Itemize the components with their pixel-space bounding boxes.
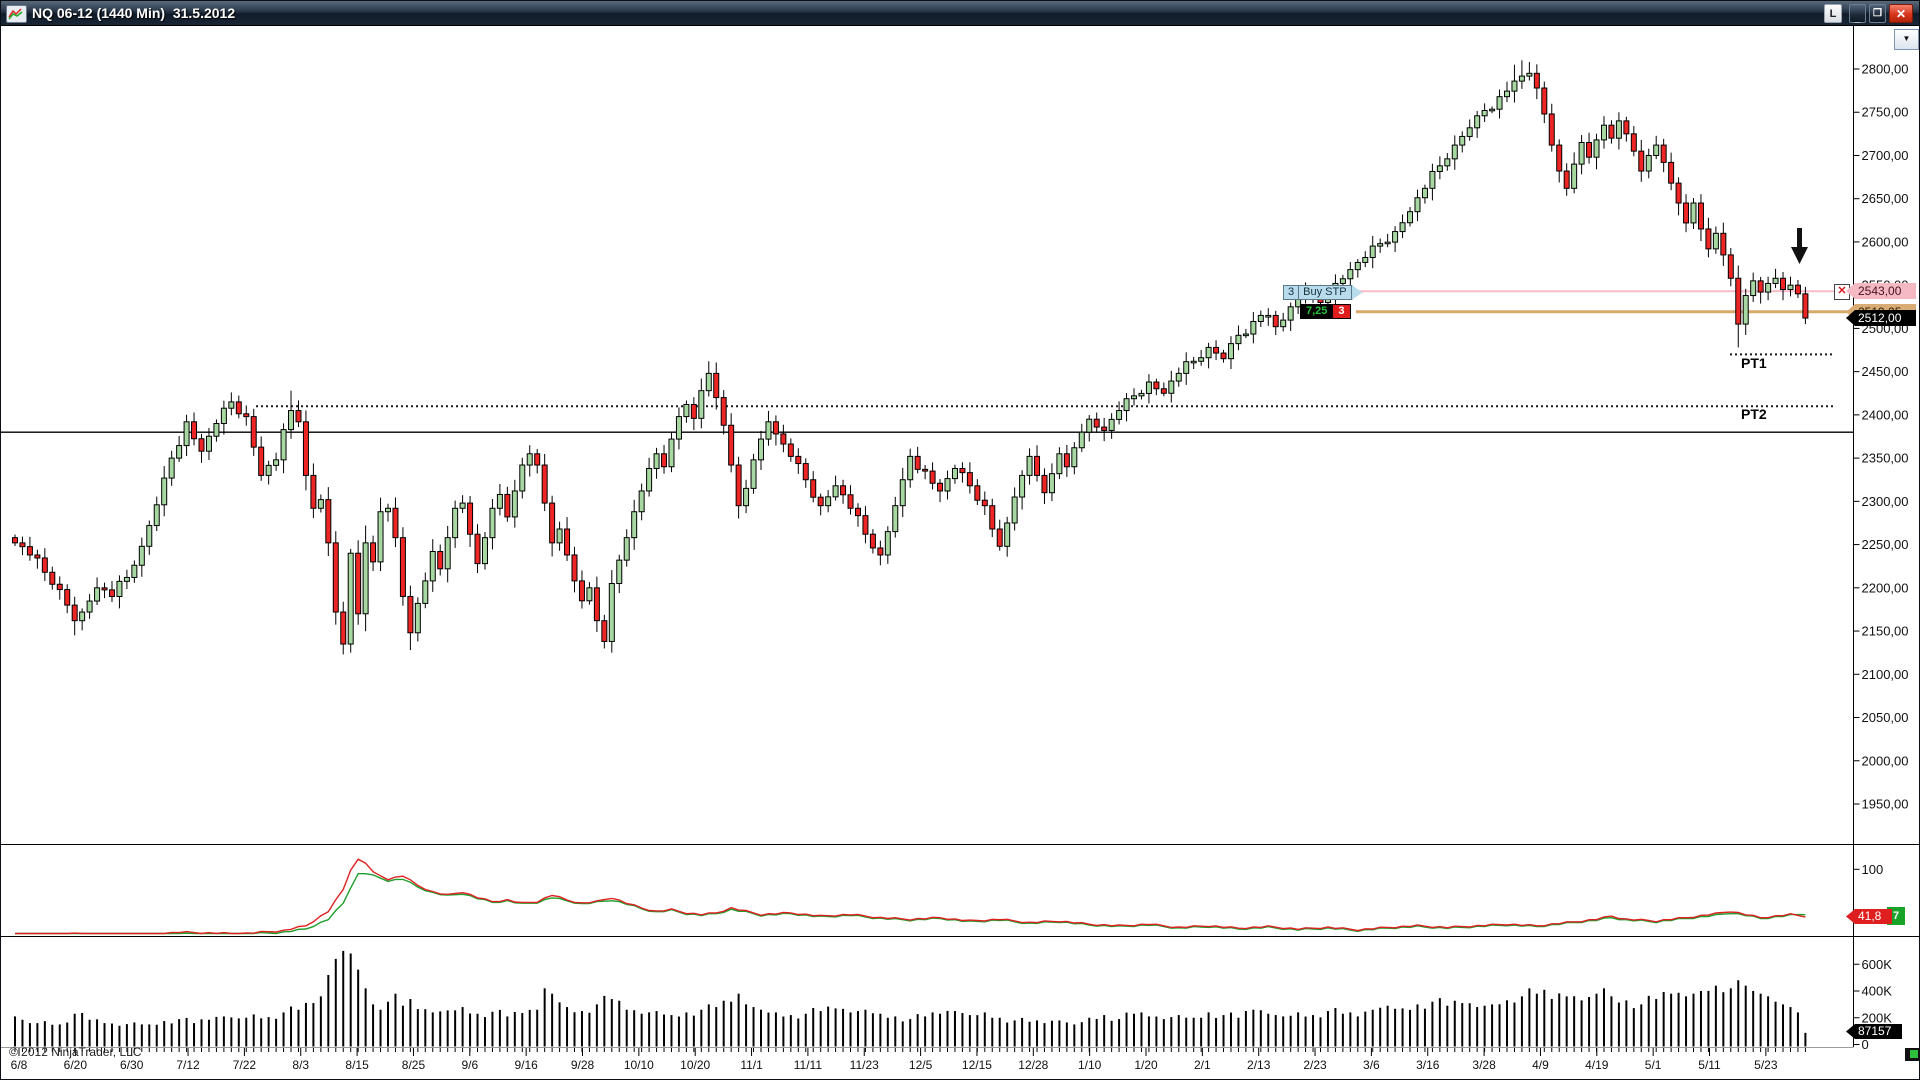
svg-text:3/6: 3/6 xyxy=(1363,1058,1380,1072)
svg-text:9/16: 9/16 xyxy=(514,1058,538,1072)
svg-text:6/8: 6/8 xyxy=(11,1058,28,1072)
svg-text:5/1: 5/1 xyxy=(1645,1058,1662,1072)
connection-status-indicator xyxy=(1905,1048,1919,1061)
svg-text:6/20: 6/20 xyxy=(64,1058,88,1072)
svg-text:9/28: 9/28 xyxy=(571,1058,595,1072)
svg-text:100: 100 xyxy=(1862,862,1884,877)
minimize-button[interactable]: _ xyxy=(1849,4,1866,24)
svg-text:2200,00: 2200,00 xyxy=(1862,580,1909,595)
buy-stop-order-tag[interactable]: 3 Buy STP xyxy=(1283,285,1363,300)
svg-text:1950,00: 1950,00 xyxy=(1862,796,1909,811)
order-quantity[interactable]: 3 xyxy=(1283,285,1299,300)
volume-value-tag: 87157 xyxy=(1846,1024,1902,1039)
svg-text:2/13: 2/13 xyxy=(1247,1058,1271,1072)
svg-text:2100,00: 2100,00 xyxy=(1862,667,1909,682)
svg-text:7/12: 7/12 xyxy=(176,1058,200,1072)
svg-text:2300,00: 2300,00 xyxy=(1862,494,1909,509)
svg-text:2050,00: 2050,00 xyxy=(1862,710,1909,725)
svg-text:11/11: 11/11 xyxy=(794,1058,823,1072)
svg-text:2400,00: 2400,00 xyxy=(1862,407,1909,422)
svg-text:12/15: 12/15 xyxy=(962,1058,992,1072)
link-button[interactable]: L xyxy=(1824,4,1842,23)
svg-text:2250,00: 2250,00 xyxy=(1862,537,1909,552)
panel-frame xyxy=(1,26,1919,1048)
pt1-annotation-label: PT1 xyxy=(1741,355,1767,371)
stop-price-tag: 2543,00 xyxy=(1846,283,1916,299)
copyright-text: © 2012 NinjaTrader, LLC xyxy=(9,1045,142,1059)
svg-text:3/16: 3/16 xyxy=(1416,1058,1440,1072)
svg-text:2000,00: 2000,00 xyxy=(1862,753,1909,768)
svg-text:400K: 400K xyxy=(1862,984,1893,999)
time-axis[interactable]: 6/8 6/20 6/30 7/12 7/22 8/3 8/15 8/25 9/6 9/16 9/2… xyxy=(11,1048,1806,1072)
svg-text:8/3: 8/3 xyxy=(292,1058,309,1072)
svg-text:1/20: 1/20 xyxy=(1134,1058,1158,1072)
level-lines xyxy=(1,290,1854,433)
order-tag-pointer xyxy=(1351,285,1363,300)
svg-text:4/9: 4/9 xyxy=(1532,1058,1549,1072)
svg-text:5/11: 5/11 xyxy=(1698,1058,1721,1072)
chart-plot: 2800,002750,002700,002650,002600,002550,… xyxy=(1,26,1919,1072)
pt2-annotation-label: PT2 xyxy=(1741,406,1767,422)
position-tag[interactable]: 7,25 3 xyxy=(1300,304,1351,319)
svg-text:10/20: 10/20 xyxy=(680,1058,710,1072)
svg-text:2700,00: 2700,00 xyxy=(1862,148,1909,163)
order-type-label[interactable]: Buy STP xyxy=(1298,285,1352,300)
price-axis[interactable]: 2800,002750,002700,002650,002600,002550,… xyxy=(1853,62,1909,1053)
svg-text:1/10: 1/10 xyxy=(1078,1058,1102,1072)
svg-text:2750,00: 2750,00 xyxy=(1862,105,1909,120)
axis-dropdown-button[interactable]: ▼ xyxy=(1894,29,1919,50)
svg-text:7/22: 7/22 xyxy=(233,1058,257,1072)
svg-text:5/23: 5/23 xyxy=(1754,1058,1778,1072)
svg-text:2150,00: 2150,00 xyxy=(1862,624,1909,639)
svg-text:4/19: 4/19 xyxy=(1585,1058,1609,1072)
svg-text:10/10: 10/10 xyxy=(624,1058,654,1072)
svg-text:12/28: 12/28 xyxy=(1018,1058,1048,1072)
svg-text:600K: 600K xyxy=(1862,957,1893,972)
volume-bars xyxy=(14,950,1807,1047)
chart-icon xyxy=(6,5,27,23)
svg-text:11/1: 11/1 xyxy=(740,1058,763,1072)
indicator-red-value-tag: 41,8 xyxy=(1846,909,1892,924)
svg-text:8/15: 8/15 xyxy=(345,1058,369,1072)
svg-text:0: 0 xyxy=(1862,1037,1869,1052)
svg-text:12/5: 12/5 xyxy=(909,1058,933,1072)
svg-text:2600,00: 2600,00 xyxy=(1862,234,1909,249)
svg-text:2650,00: 2650,00 xyxy=(1862,191,1909,206)
indicator-lines xyxy=(15,858,1806,935)
close-button[interactable]: ✕ xyxy=(1889,4,1913,23)
last-price-tag: 2512,00 xyxy=(1846,310,1916,326)
svg-text:200K: 200K xyxy=(1862,1010,1893,1025)
svg-text:9/6: 9/6 xyxy=(461,1058,478,1072)
svg-text:2/23: 2/23 xyxy=(1303,1058,1327,1072)
window-title: NQ 06-12 (1440 Min) 31.5.2012 xyxy=(32,5,236,21)
svg-text:8/25: 8/25 xyxy=(402,1058,426,1072)
svg-text:3/28: 3/28 xyxy=(1472,1058,1496,1072)
svg-text:2800,00: 2800,00 xyxy=(1862,62,1909,77)
svg-text:2350,00: 2350,00 xyxy=(1862,451,1909,466)
title-bar[interactable]: NQ 06-12 (1440 Min) 31.5.2012 L _ ❐ ✕ xyxy=(1,1,1919,26)
down-arrow-annotation xyxy=(1791,228,1808,264)
candles-layer xyxy=(12,60,1809,655)
svg-text:2/1: 2/1 xyxy=(1194,1058,1211,1072)
position-quantity[interactable]: 3 xyxy=(1333,304,1351,319)
svg-text:6/30: 6/30 xyxy=(120,1058,144,1072)
svg-text:11/23: 11/23 xyxy=(850,1058,879,1072)
svg-text:2450,00: 2450,00 xyxy=(1862,364,1909,379)
position-pnl: 7,25 xyxy=(1300,304,1334,319)
restore-button[interactable]: ❐ xyxy=(1869,4,1886,23)
